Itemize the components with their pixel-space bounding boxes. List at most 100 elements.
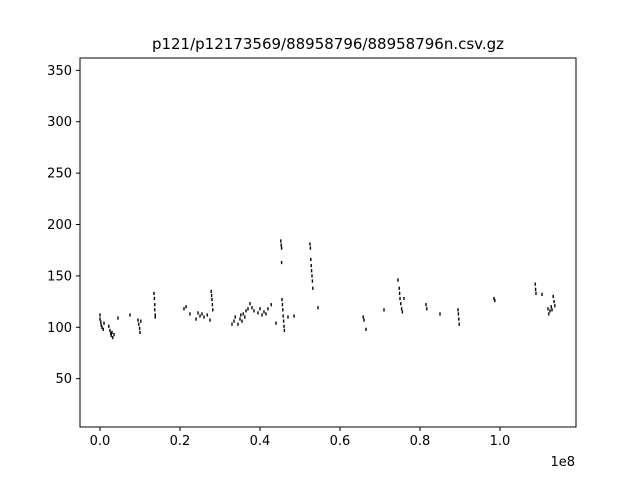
data-point — [534, 282, 536, 286]
chart-title: p121/p12173569/88958796/88958796n.csv.gz — [152, 35, 504, 53]
data-point — [153, 296, 156, 301]
data-point — [233, 319, 235, 323]
y-tick-label: 200 — [47, 218, 72, 233]
y-tick-label: 300 — [47, 115, 72, 130]
data-point — [211, 303, 214, 307]
data-point — [270, 303, 272, 307]
data-point — [99, 313, 101, 317]
data-point — [280, 243, 282, 247]
data-points — [99, 239, 556, 340]
data-point — [399, 296, 401, 301]
x-tick-label: 0.6 — [330, 434, 351, 449]
data-point — [251, 306, 253, 310]
data-point — [239, 317, 241, 321]
data-point — [439, 312, 441, 316]
x-axis-ticks: 0.0 0.2 0.4 0.6 0.8 1.0 — [90, 427, 510, 449]
data-point — [154, 313, 156, 317]
data-point — [247, 307, 249, 311]
x-axis-offset-label: 1e8 — [550, 455, 575, 470]
x-tick-label: 0.8 — [410, 434, 431, 449]
data-point — [552, 294, 554, 299]
data-point — [108, 324, 110, 328]
data-point — [541, 292, 543, 297]
data-point — [113, 332, 115, 337]
data-point — [311, 279, 314, 283]
data-point — [259, 307, 261, 311]
data-point — [245, 309, 247, 313]
y-tick-label: 250 — [47, 167, 72, 182]
data-point — [282, 308, 284, 312]
data-point — [403, 296, 405, 301]
data-point — [458, 322, 460, 326]
data-point — [283, 328, 286, 332]
data-point — [547, 307, 549, 311]
data-point — [210, 289, 212, 293]
data-point — [139, 330, 141, 335]
data-point — [183, 307, 185, 311]
data-point — [287, 315, 289, 319]
y-tick-label: 50 — [55, 372, 72, 387]
data-point — [102, 327, 104, 331]
data-point — [280, 260, 283, 265]
data-point — [101, 325, 103, 329]
data-point — [261, 313, 263, 317]
data-point — [201, 312, 203, 316]
data-point — [117, 316, 119, 320]
x-tick-label: 0.0 — [90, 434, 111, 449]
data-point — [280, 239, 282, 243]
data-point — [249, 302, 251, 306]
data-point — [400, 302, 402, 306]
data-point — [309, 242, 311, 246]
data-point — [234, 315, 236, 319]
data-point — [253, 309, 255, 313]
data-point — [138, 326, 141, 330]
data-point — [553, 300, 555, 304]
plot-area-frame — [79, 57, 577, 428]
data-point — [365, 327, 367, 331]
data-point — [282, 314, 284, 318]
data-point — [263, 310, 265, 314]
data-point — [203, 315, 205, 319]
data-point — [310, 264, 312, 268]
data-point — [275, 321, 277, 325]
data-point — [457, 312, 460, 316]
data-point — [210, 293, 213, 298]
data-point — [362, 315, 364, 319]
data-point — [195, 317, 197, 321]
data-point — [549, 309, 551, 313]
data-point — [311, 274, 313, 278]
data-point — [309, 246, 312, 250]
data-point — [209, 318, 211, 322]
data-point — [99, 317, 101, 321]
y-tick-label: 350 — [47, 64, 72, 79]
data-point — [197, 311, 199, 315]
data-point — [548, 312, 550, 316]
data-point — [281, 303, 284, 307]
data-point — [550, 305, 552, 309]
data-point — [240, 313, 242, 317]
data-point — [457, 308, 459, 312]
data-point — [140, 319, 142, 323]
data-point — [189, 312, 191, 316]
data-point — [398, 286, 400, 290]
data-point — [312, 286, 314, 290]
data-point — [242, 312, 244, 316]
y-axis-ticks: 50 100 150 200 250 300 350 — [47, 64, 80, 387]
x-tick-label: 0.2 — [170, 434, 191, 449]
data-point — [458, 317, 460, 321]
data-point — [317, 306, 319, 310]
data-point — [282, 319, 285, 323]
data-point — [425, 303, 427, 307]
data-point — [211, 297, 213, 302]
data-point — [129, 313, 131, 317]
y-tick-label: 100 — [47, 321, 72, 336]
data-point — [283, 324, 285, 328]
data-point — [185, 305, 187, 309]
data-point — [237, 322, 239, 326]
data-point — [281, 297, 283, 302]
data-point — [244, 315, 246, 319]
data-point — [493, 296, 495, 301]
data-point — [267, 307, 269, 311]
